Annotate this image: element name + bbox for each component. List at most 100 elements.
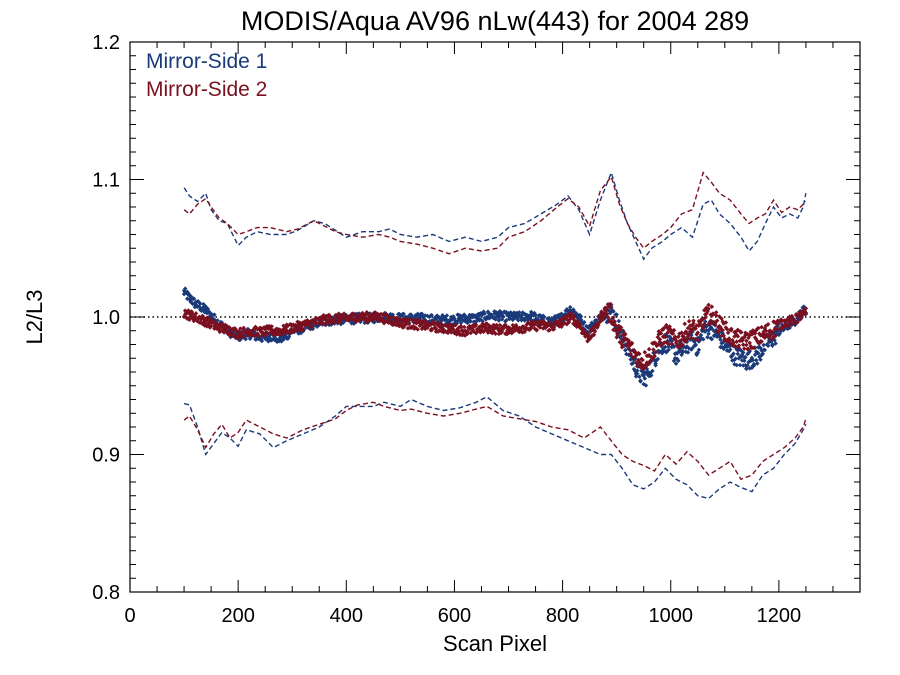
series-2-lower-bound-line bbox=[183, 401, 807, 481]
data-point bbox=[721, 333, 726, 339]
series-1-lower-bound-line bbox=[183, 395, 807, 500]
data-point bbox=[473, 322, 479, 328]
data-point bbox=[615, 331, 620, 337]
data-point bbox=[733, 356, 738, 361]
data-point bbox=[657, 337, 663, 342]
data-point bbox=[598, 319, 603, 324]
data-point bbox=[735, 334, 741, 339]
data-point bbox=[758, 357, 763, 362]
data-point bbox=[736, 345, 742, 351]
data-point bbox=[710, 311, 716, 316]
data-point bbox=[731, 351, 736, 356]
data-point bbox=[619, 342, 625, 347]
data-point bbox=[633, 360, 639, 365]
data-point bbox=[709, 326, 715, 331]
data-point bbox=[689, 335, 694, 341]
data-point bbox=[736, 343, 742, 348]
data-point bbox=[773, 333, 778, 339]
data-point bbox=[740, 350, 746, 355]
data-point bbox=[638, 379, 643, 384]
data-point bbox=[619, 344, 625, 350]
data-point bbox=[300, 327, 306, 332]
data-point bbox=[352, 312, 358, 318]
data-point bbox=[516, 317, 521, 323]
data-point bbox=[431, 320, 437, 325]
data-point bbox=[642, 376, 648, 381]
y-tick-label: 0.9 bbox=[92, 445, 120, 467]
legend-item-mirror-side-1: Mirror-Side 1 bbox=[146, 50, 267, 73]
series-2-points bbox=[181, 301, 809, 372]
data-point bbox=[628, 351, 633, 357]
data-point bbox=[408, 312, 414, 318]
data-point bbox=[609, 305, 614, 310]
data-point bbox=[653, 361, 658, 366]
data-point bbox=[657, 339, 663, 345]
data-point bbox=[714, 318, 720, 323]
data-point bbox=[761, 342, 766, 348]
data-point bbox=[735, 351, 741, 357]
data-point bbox=[611, 309, 616, 314]
data-point bbox=[612, 319, 617, 324]
data-point bbox=[700, 326, 706, 331]
data-point bbox=[696, 347, 702, 353]
data-point bbox=[759, 339, 764, 344]
data-point bbox=[259, 338, 265, 344]
data-point bbox=[634, 368, 640, 373]
data-point bbox=[616, 318, 622, 324]
data-point bbox=[468, 319, 473, 324]
data-point bbox=[652, 353, 657, 359]
data-point bbox=[575, 318, 580, 324]
x-tick-label: 600 bbox=[438, 605, 471, 627]
data-point bbox=[541, 314, 547, 320]
data-point bbox=[465, 331, 470, 337]
data-point bbox=[637, 374, 642, 379]
data-point bbox=[750, 357, 756, 363]
data-point bbox=[740, 342, 746, 347]
data-point bbox=[744, 342, 749, 348]
data-point bbox=[751, 361, 757, 367]
data-point bbox=[747, 340, 752, 346]
data-point bbox=[669, 338, 675, 344]
data-point bbox=[727, 347, 733, 352]
data-point bbox=[592, 329, 598, 334]
data-point bbox=[535, 316, 540, 322]
data-point bbox=[685, 350, 691, 355]
data-point bbox=[673, 361, 679, 366]
data-point bbox=[744, 366, 749, 372]
x-tick-label: 200 bbox=[221, 605, 254, 627]
data-point bbox=[191, 296, 197, 302]
x-tick-label: 400 bbox=[330, 605, 363, 627]
data-point bbox=[211, 318, 216, 323]
y-tick-label: 1.1 bbox=[92, 170, 120, 192]
data-point bbox=[686, 318, 692, 324]
data-point bbox=[618, 327, 624, 333]
data-point bbox=[238, 326, 243, 331]
data-point bbox=[695, 330, 701, 335]
data-point bbox=[500, 314, 506, 319]
data-point bbox=[493, 331, 498, 336]
y-tick-label: 1.2 bbox=[92, 32, 120, 54]
data-point bbox=[375, 311, 380, 317]
data-point bbox=[231, 332, 237, 337]
data-point bbox=[760, 351, 765, 357]
data-point bbox=[666, 342, 671, 347]
data-point bbox=[708, 318, 714, 323]
data-point bbox=[572, 314, 577, 319]
data-point bbox=[605, 314, 611, 320]
data-point bbox=[762, 347, 768, 353]
data-point bbox=[700, 336, 706, 342]
data-point bbox=[614, 312, 619, 317]
data-point bbox=[480, 319, 485, 324]
data-point bbox=[653, 350, 658, 355]
data-point bbox=[433, 326, 439, 331]
data-point bbox=[643, 383, 649, 388]
data-point bbox=[591, 332, 597, 338]
data-point bbox=[723, 320, 729, 325]
data-point bbox=[465, 329, 470, 334]
data-point bbox=[695, 337, 701, 343]
series-1-upper-bound-line bbox=[183, 170, 807, 261]
data-point bbox=[444, 313, 450, 318]
data-point bbox=[662, 325, 667, 331]
data-point bbox=[282, 331, 287, 336]
data-point bbox=[388, 315, 393, 320]
